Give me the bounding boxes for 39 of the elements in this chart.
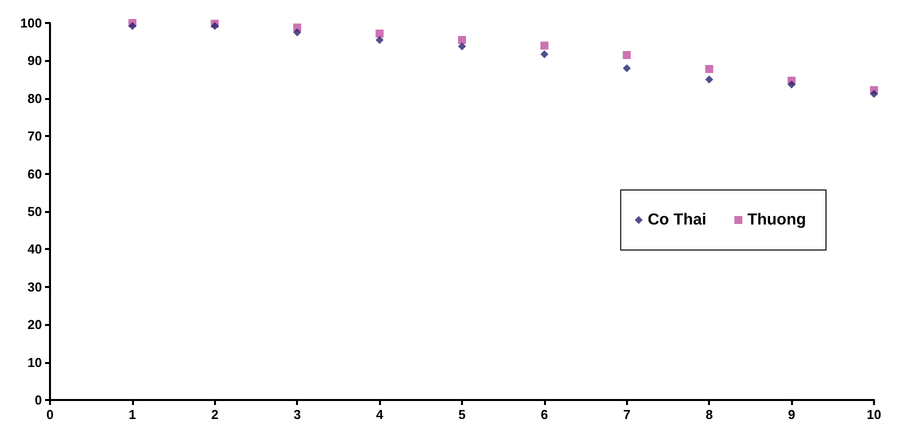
- y-tick-label: 30: [28, 279, 42, 294]
- x-tick-label: 3: [294, 407, 301, 422]
- y-tick-label: 100: [20, 16, 42, 30]
- y-tick-label: 0: [34, 392, 42, 408]
- y-tick-label: 80: [28, 90, 42, 106]
- legend-label: Thuong: [747, 212, 806, 228]
- point: [622, 64, 631, 72]
- x-tick-label: 7: [623, 407, 630, 422]
- point: [376, 30, 384, 38]
- y-tick-label: 40: [28, 242, 42, 257]
- legend-label: Co Thai: [648, 212, 706, 228]
- y-tick-label: 70: [28, 128, 42, 144]
- point: [210, 22, 219, 30]
- point: [376, 36, 384, 44]
- point: [458, 42, 466, 50]
- point: [293, 28, 302, 36]
- x-tick-label: 0: [46, 407, 54, 422]
- x-tick-label: 5: [458, 407, 466, 422]
- y-tick-label: 10: [28, 354, 42, 370]
- x-tick-label: 2: [211, 407, 218, 422]
- y-tick-label: 90: [28, 53, 42, 68]
- point: [458, 36, 466, 44]
- point: [705, 76, 714, 84]
- x-tick-label: 8: [706, 407, 713, 422]
- x-tick-label: 6: [540, 407, 548, 422]
- x-tick-label: 4: [376, 407, 384, 422]
- y-tick-label: 60: [28, 166, 42, 182]
- point: [870, 90, 878, 98]
- point: [788, 80, 796, 88]
- point: [622, 51, 631, 60]
- point: [705, 64, 714, 73]
- x-tick-label: 1: [128, 407, 136, 422]
- point: [540, 50, 548, 58]
- x-tick-label: 10: [866, 407, 882, 422]
- y-tick-label: 50: [28, 204, 42, 219]
- point: [128, 22, 136, 30]
- point: [540, 42, 548, 50]
- x-tick-label: 9: [788, 407, 796, 422]
- y-tick-label: 20: [28, 317, 42, 332]
